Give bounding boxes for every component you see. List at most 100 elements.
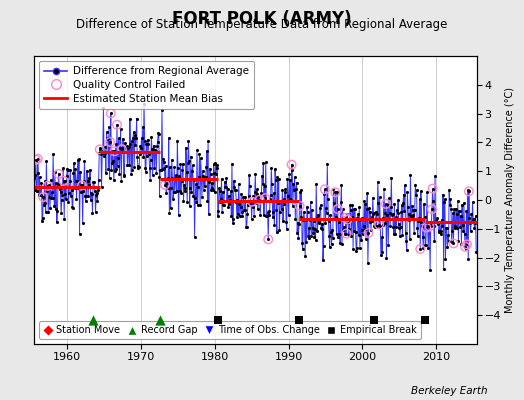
Point (279, 217, 287, 224)
Point (172, 188, 181, 194)
Point (296, 203, 304, 209)
Point (351, 205, 359, 212)
Point (218, 209, 226, 215)
Point (261, 159, 270, 166)
Point (394, 210, 402, 216)
Point (155, 130, 163, 137)
Point (378, 222, 387, 228)
Point (305, 234, 314, 241)
Point (405, 216, 413, 223)
Point (211, 188, 219, 195)
Point (253, 186, 261, 192)
Point (320, 191, 329, 198)
Point (353, 215, 362, 221)
Point (31, 172, 39, 179)
Point (434, 229, 443, 235)
Point (348, 202, 357, 208)
Point (452, 210, 461, 217)
Point (352, 229, 360, 236)
Point (462, 208, 471, 214)
Point (118, 146, 126, 152)
Point (151, 148, 160, 155)
Point (443, 244, 452, 250)
Point (233, 214, 241, 221)
Point (87, 190, 95, 196)
Point (395, 225, 403, 231)
Point (269, 214, 277, 221)
Point (170, 164, 179, 170)
Point (401, 229, 410, 236)
Point (249, 192, 258, 199)
Point (236, 213, 244, 219)
Point (267, 165, 276, 171)
Point (101, 150, 110, 156)
Point (398, 232, 407, 238)
Point (88, 210, 96, 216)
Point (78, 182, 86, 189)
Point (59, 165, 67, 171)
Point (36, 192, 45, 198)
Point (348, 214, 356, 220)
Point (387, 204, 395, 211)
Point (385, 195, 393, 202)
Point (267, 192, 275, 198)
Point (127, 138, 136, 144)
Point (94, 187, 102, 193)
Point (65, 189, 73, 196)
Point (277, 198, 286, 204)
Point (66, 166, 74, 173)
Point (164, 175, 172, 181)
Point (135, 164, 143, 170)
Point (184, 138, 193, 144)
Point (266, 196, 274, 202)
Point (162, 180, 171, 187)
Point (99, 148, 107, 155)
Point (315, 204, 324, 211)
Point (72, 177, 80, 184)
Point (377, 234, 386, 240)
Point (97, 184, 106, 190)
Point (344, 220, 352, 226)
Point (45, 182, 53, 188)
Point (237, 191, 245, 197)
Point (123, 162, 132, 168)
Point (163, 185, 172, 191)
Point (380, 186, 388, 192)
Point (111, 148, 119, 154)
Point (346, 206, 355, 213)
Point (316, 202, 325, 208)
Point (189, 162, 197, 169)
Point (334, 206, 342, 212)
Point (58, 197, 66, 203)
Point (409, 212, 418, 218)
Point (41, 209, 50, 216)
Point (146, 176, 155, 183)
Point (148, 172, 157, 178)
Point (196, 202, 204, 208)
Point (428, 185, 436, 192)
Point (345, 232, 353, 238)
Point (209, 186, 217, 193)
Point (467, 211, 475, 218)
Point (323, 160, 332, 167)
Point (332, 231, 341, 237)
Point (282, 226, 291, 232)
Point (49, 151, 57, 157)
Point (264, 209, 272, 215)
Point (297, 186, 305, 193)
Point (359, 231, 367, 237)
Point (308, 206, 316, 213)
Point (302, 239, 311, 245)
Point (409, 207, 417, 213)
Point (212, 170, 220, 177)
Point (283, 176, 291, 182)
Point (232, 187, 240, 194)
Point (82, 193, 91, 199)
Point (110, 177, 118, 183)
Point (248, 198, 256, 205)
Point (403, 189, 411, 195)
Point (279, 201, 288, 207)
Point (329, 185, 337, 192)
Point (245, 172, 254, 178)
Point (416, 196, 424, 202)
